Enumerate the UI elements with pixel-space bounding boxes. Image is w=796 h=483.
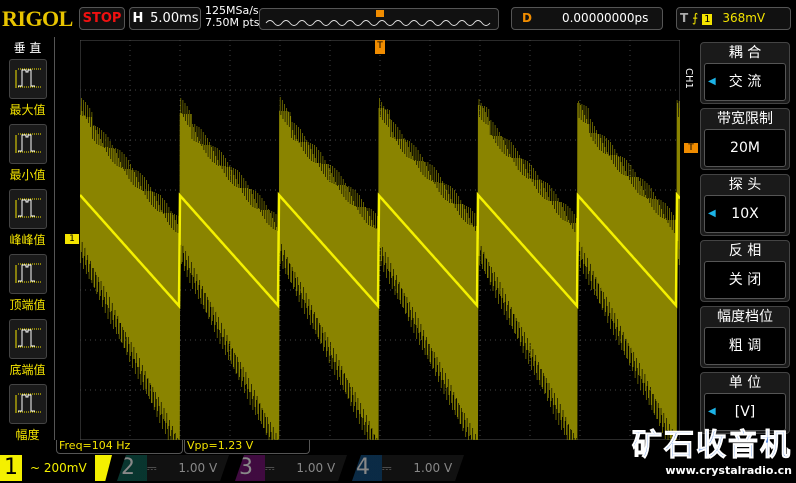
- softkey-value-text: 10X: [731, 206, 759, 222]
- softkey-2[interactable]: 探 头 ◀ 10X: [700, 174, 790, 236]
- run-stop-button[interactable]: STOP: [79, 7, 125, 30]
- trigger-level: 368mV: [722, 11, 766, 25]
- top-icon: [15, 263, 42, 283]
- delay-value: 0.00000000ps: [561, 11, 649, 25]
- trigger-info[interactable]: T ⨍ 1 368mV: [676, 7, 791, 30]
- waveform-graticule: [80, 40, 680, 440]
- horizontal-scale[interactable]: H 5.00ms: [129, 7, 201, 30]
- softkey-label: 探 头: [728, 177, 762, 193]
- softkey-label: 幅度档位: [717, 309, 773, 325]
- ch1-waveform: [80, 191, 680, 310]
- trigger-level-marker[interactable]: T: [684, 143, 698, 153]
- vertical-measure-menu: 垂 直 最大值最小值峰峰值顶端值底端值幅度: [0, 37, 55, 442]
- watermark-name: 矿石收音机: [632, 428, 792, 464]
- measure-button-1[interactable]: [9, 124, 47, 164]
- coupling-icon: ⎓: [147, 461, 157, 475]
- softkey-value-text: 关 闭: [728, 272, 762, 288]
- trigger-time-marker[interactable]: T: [375, 40, 385, 54]
- trigger-source: 1: [702, 14, 713, 25]
- channel-number: 4: [356, 455, 370, 480]
- watermark-url: www.crystalradio.cn: [665, 464, 792, 477]
- measure-button-4[interactable]: [9, 319, 47, 359]
- measure-button-2[interactable]: [9, 189, 47, 229]
- softkey-label: 单 位: [728, 375, 762, 391]
- softkey-value: ◀ 交 流: [704, 63, 786, 101]
- softkey-value: 粗 调: [704, 327, 786, 365]
- memory-depth: 7.50M pts: [205, 16, 260, 29]
- watermark: 矿石收音机 www.crystalradio.cn: [632, 420, 793, 478]
- softkey-value: ◀ [V]: [704, 393, 786, 431]
- softkey-0[interactable]: 耦 合 ◀ 交 流: [700, 42, 790, 104]
- softkey-3[interactable]: 反 相关 闭: [700, 240, 790, 302]
- noise-envelope: [80, 96, 680, 440]
- measure-label-3: 顶端值: [9, 298, 46, 312]
- menu-title: 垂 直: [13, 41, 42, 55]
- channel1-marker[interactable]: 1: [65, 234, 79, 244]
- memory-overview[interactable]: [259, 8, 499, 30]
- softkey-label: 反 相: [728, 243, 762, 259]
- channel-scale: 1.00 V: [413, 461, 453, 475]
- peak-peak-icon: [15, 198, 42, 218]
- softkey-label: 带宽限制: [717, 111, 773, 127]
- left-arrow-icon: ◀: [708, 406, 716, 417]
- rigol-logo: RIGOL: [2, 6, 73, 31]
- softkey-value: 关 闭: [704, 261, 786, 299]
- coupling-icon: ⎓: [265, 461, 275, 475]
- channel-bar: 1 ~ 200mV 2 ⎓ 1.00 V 3 ⎓ 1.00 V 4 ⎓ 1.00 V: [0, 455, 796, 483]
- hscale-value: 5.00ms: [150, 11, 199, 26]
- channel-scale: 1.00 V: [296, 461, 336, 475]
- measure-label-1: 最小值: [9, 168, 46, 182]
- left-arrow-icon: ◀: [708, 76, 716, 87]
- channel-scale: 200mV: [43, 461, 87, 475]
- softkey-value: ◀ 10X: [704, 195, 786, 233]
- channel-4-button[interactable]: 4 ⎓ 1.00 V: [352, 455, 464, 481]
- measure-label-4: 底端值: [9, 363, 46, 377]
- t-label: T: [680, 11, 689, 25]
- freq-measurement[interactable]: Freq=104 Hz: [56, 440, 183, 454]
- left-arrow-icon: ◀: [708, 208, 716, 219]
- measure-button-0[interactable]: [9, 59, 47, 99]
- measure-label-5: 幅度: [15, 428, 40, 442]
- softkey-value: 20M: [704, 129, 786, 167]
- softkey-5[interactable]: 单 位 ◀ [V]: [700, 372, 790, 434]
- acquisition-info: 125MSa/s 7.50M pts: [205, 5, 260, 29]
- max-icon: [15, 68, 42, 88]
- vpp-measurement[interactable]: Vpp=1.23 V: [184, 440, 310, 454]
- base-icon: [15, 328, 42, 348]
- softkey-1[interactable]: 带宽限制 20M: [700, 108, 790, 170]
- measure-button-5[interactable]: [9, 384, 47, 424]
- channel-number: 3: [239, 455, 253, 480]
- horizontal-delay[interactable]: D 0.00000000ps: [511, 7, 663, 30]
- softkey-value-text: 粗 调: [728, 338, 762, 354]
- channel-1-button[interactable]: 1 ~ 200mV: [0, 455, 112, 481]
- channel-2-button[interactable]: 2 ⎓ 1.00 V: [117, 455, 229, 481]
- coupling-icon: ⎓: [382, 461, 392, 475]
- measure-button-3[interactable]: [9, 254, 47, 294]
- channel-3-button[interactable]: 3 ⎓ 1.00 V: [235, 455, 347, 481]
- softkey-value-text: 20M: [730, 140, 760, 156]
- min-icon: [15, 133, 42, 153]
- softkey-value-text: [V]: [734, 404, 756, 420]
- h-label: H: [132, 11, 144, 26]
- softkey-label: 耦 合: [728, 45, 762, 61]
- channel-number: 1: [4, 455, 18, 480]
- channel-label: CH1: [683, 68, 694, 89]
- measure-label-0: 最大值: [9, 103, 46, 117]
- d-label: D: [522, 11, 532, 25]
- trigger-position-marker: [376, 10, 384, 17]
- measure-label-2: 峰峰值: [9, 233, 46, 247]
- sample-rate: 125MSa/s: [205, 4, 259, 17]
- coupling-icon: ~: [30, 461, 41, 475]
- channel-scale: 1.00 V: [178, 461, 218, 475]
- amplitude-icon: [15, 393, 42, 413]
- softkey-value-text: 交 流: [728, 74, 762, 90]
- softkey-4[interactable]: 幅度档位粗 调: [700, 306, 790, 368]
- channel-number: 2: [121, 455, 135, 480]
- rising-edge-icon: ⨍: [692, 11, 699, 25]
